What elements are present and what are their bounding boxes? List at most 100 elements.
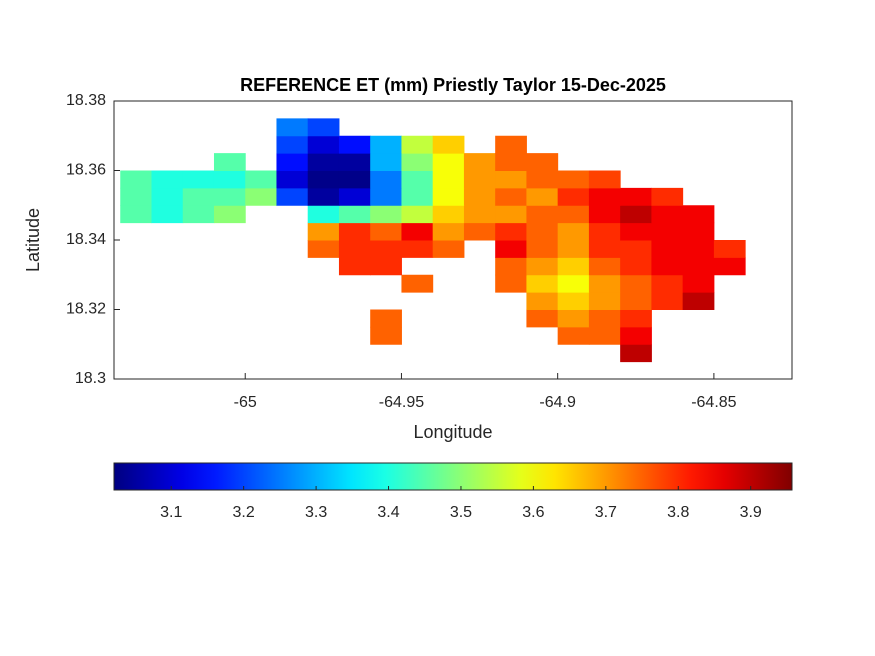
- cell: [557, 187, 590, 206]
- cell: [245, 187, 277, 206]
- cell: [401, 274, 434, 293]
- cell: [370, 257, 402, 276]
- colorbar-tick-label: 3.9: [740, 504, 762, 521]
- cell: [495, 257, 527, 276]
- cell: [276, 170, 309, 189]
- cell: [495, 153, 527, 171]
- cell: [588, 187, 621, 206]
- cell: [338, 205, 371, 224]
- cell: [526, 222, 559, 241]
- cell: [182, 170, 215, 189]
- cell: [370, 170, 402, 189]
- cell: [495, 240, 527, 258]
- cell: [120, 205, 152, 224]
- heatmap-cells: [120, 118, 746, 363]
- cell: [370, 222, 402, 241]
- y-axis-label: Latitude: [23, 208, 43, 272]
- cell: [557, 205, 590, 224]
- cell: [620, 309, 652, 328]
- cell: [651, 222, 684, 241]
- colorbar-tick-label: 3.2: [233, 504, 255, 521]
- cell: [370, 309, 402, 328]
- cell: [557, 326, 590, 345]
- cell: [370, 187, 402, 206]
- cell: [432, 153, 465, 171]
- cell: [651, 274, 684, 293]
- cell: [151, 187, 184, 206]
- cell: [182, 187, 215, 206]
- cell: [432, 205, 465, 224]
- cell: [432, 135, 465, 154]
- cell: [682, 205, 715, 224]
- cell: [213, 187, 246, 206]
- x-axis-label: Longitude: [413, 422, 492, 442]
- cell: [588, 222, 621, 241]
- cell: [557, 222, 590, 241]
- colorbar-tick-label: 3.6: [522, 504, 544, 521]
- chart-title: REFERENCE ET (mm) Priestly Taylor 15-Dec…: [240, 75, 666, 95]
- cell: [620, 222, 652, 241]
- cell: [526, 187, 559, 206]
- cell: [557, 309, 590, 328]
- cell: [620, 344, 652, 363]
- cell: [401, 240, 434, 258]
- cell: [401, 205, 434, 224]
- colorbar-tick-label: 3.4: [377, 504, 399, 521]
- cell: [213, 170, 246, 189]
- cell: [651, 187, 684, 206]
- cell: [526, 309, 559, 328]
- cell: [307, 118, 340, 137]
- cell: [463, 205, 496, 224]
- cell: [276, 187, 309, 206]
- cell: [276, 118, 309, 137]
- cell: [401, 187, 434, 206]
- cell: [526, 257, 559, 276]
- cell: [463, 153, 496, 171]
- cell: [495, 205, 527, 224]
- x-tick-label: -65: [234, 394, 257, 411]
- cell: [245, 170, 277, 189]
- cell: [338, 153, 371, 171]
- cell: [588, 205, 621, 224]
- cell: [151, 170, 184, 189]
- y-tick-label: 18.36: [66, 162, 106, 179]
- x-tick-label: -64.95: [379, 394, 424, 411]
- cell: [307, 135, 340, 154]
- y-tick-label: 18.38: [66, 92, 106, 109]
- cell: [307, 187, 340, 206]
- cell: [588, 309, 621, 328]
- y-tick-label: 18.3: [75, 370, 106, 387]
- cell: [432, 240, 465, 258]
- cell: [432, 187, 465, 206]
- cell: [651, 292, 684, 310]
- cell: [526, 170, 559, 189]
- cell: [120, 187, 152, 206]
- cell: [370, 326, 402, 345]
- cell: [463, 222, 496, 241]
- cell: [557, 240, 590, 258]
- cell: [213, 153, 246, 171]
- cell: [307, 205, 340, 224]
- cell: [620, 240, 652, 258]
- cell: [432, 222, 465, 241]
- cell: [588, 274, 621, 293]
- cell: [682, 257, 715, 276]
- cell: [307, 153, 340, 171]
- cell: [557, 257, 590, 276]
- y-tick-label: 18.32: [66, 301, 106, 318]
- cell: [370, 205, 402, 224]
- cell: [588, 240, 621, 258]
- cell: [588, 170, 621, 189]
- cell: [557, 170, 590, 189]
- cell: [495, 274, 527, 293]
- cell: [682, 274, 715, 293]
- colorbar-tick-label: 3.1: [160, 504, 182, 521]
- cell: [588, 326, 621, 345]
- cell: [620, 292, 652, 310]
- cell: [338, 257, 371, 276]
- cell: [588, 257, 621, 276]
- cell: [557, 274, 590, 293]
